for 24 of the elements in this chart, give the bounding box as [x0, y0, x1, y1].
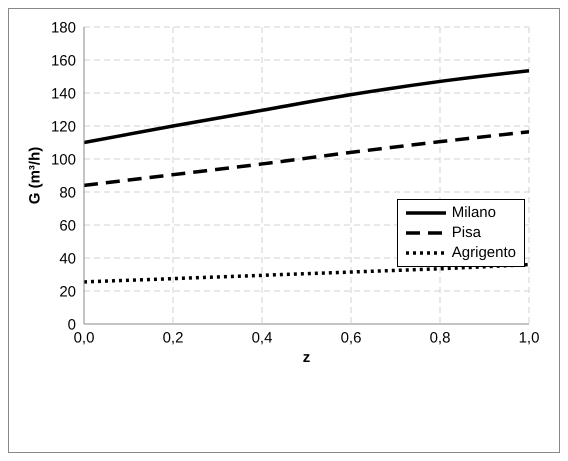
x-tick-label: 0,8	[430, 330, 450, 347]
y-tick-label: 100	[50, 151, 76, 168]
legend-label: Agrigento	[452, 243, 516, 263]
y-tick-label: 20	[59, 283, 76, 300]
y-tick-label: 140	[50, 85, 76, 102]
y-tick-label: 0	[68, 316, 76, 334]
x-tick-label: 1,0	[518, 330, 540, 347]
x-axis-title: z	[302, 349, 310, 366]
x-tick-label: 0,4	[252, 330, 272, 347]
legend-label: Pisa	[452, 223, 481, 243]
line-series	[84, 130, 529, 188]
line-series	[84, 262, 529, 284]
y-tick-label: 180	[50, 19, 76, 36]
y-tick-label: 160	[50, 52, 76, 70]
x-tick-label: 0,0	[74, 330, 94, 347]
y-tick-label: 80	[59, 184, 76, 202]
line-series	[84, 68, 529, 144]
y-tick-label: 60	[59, 217, 76, 234]
y-tick-label: 40	[59, 250, 76, 268]
x-tick-label: 0,6	[340, 330, 362, 347]
x-tick-label: 0,2	[162, 330, 184, 347]
y-axis-title: G (m³/h)	[26, 146, 44, 204]
y-tick-label: 120	[50, 118, 76, 136]
legend-label: Milano	[452, 203, 496, 223]
